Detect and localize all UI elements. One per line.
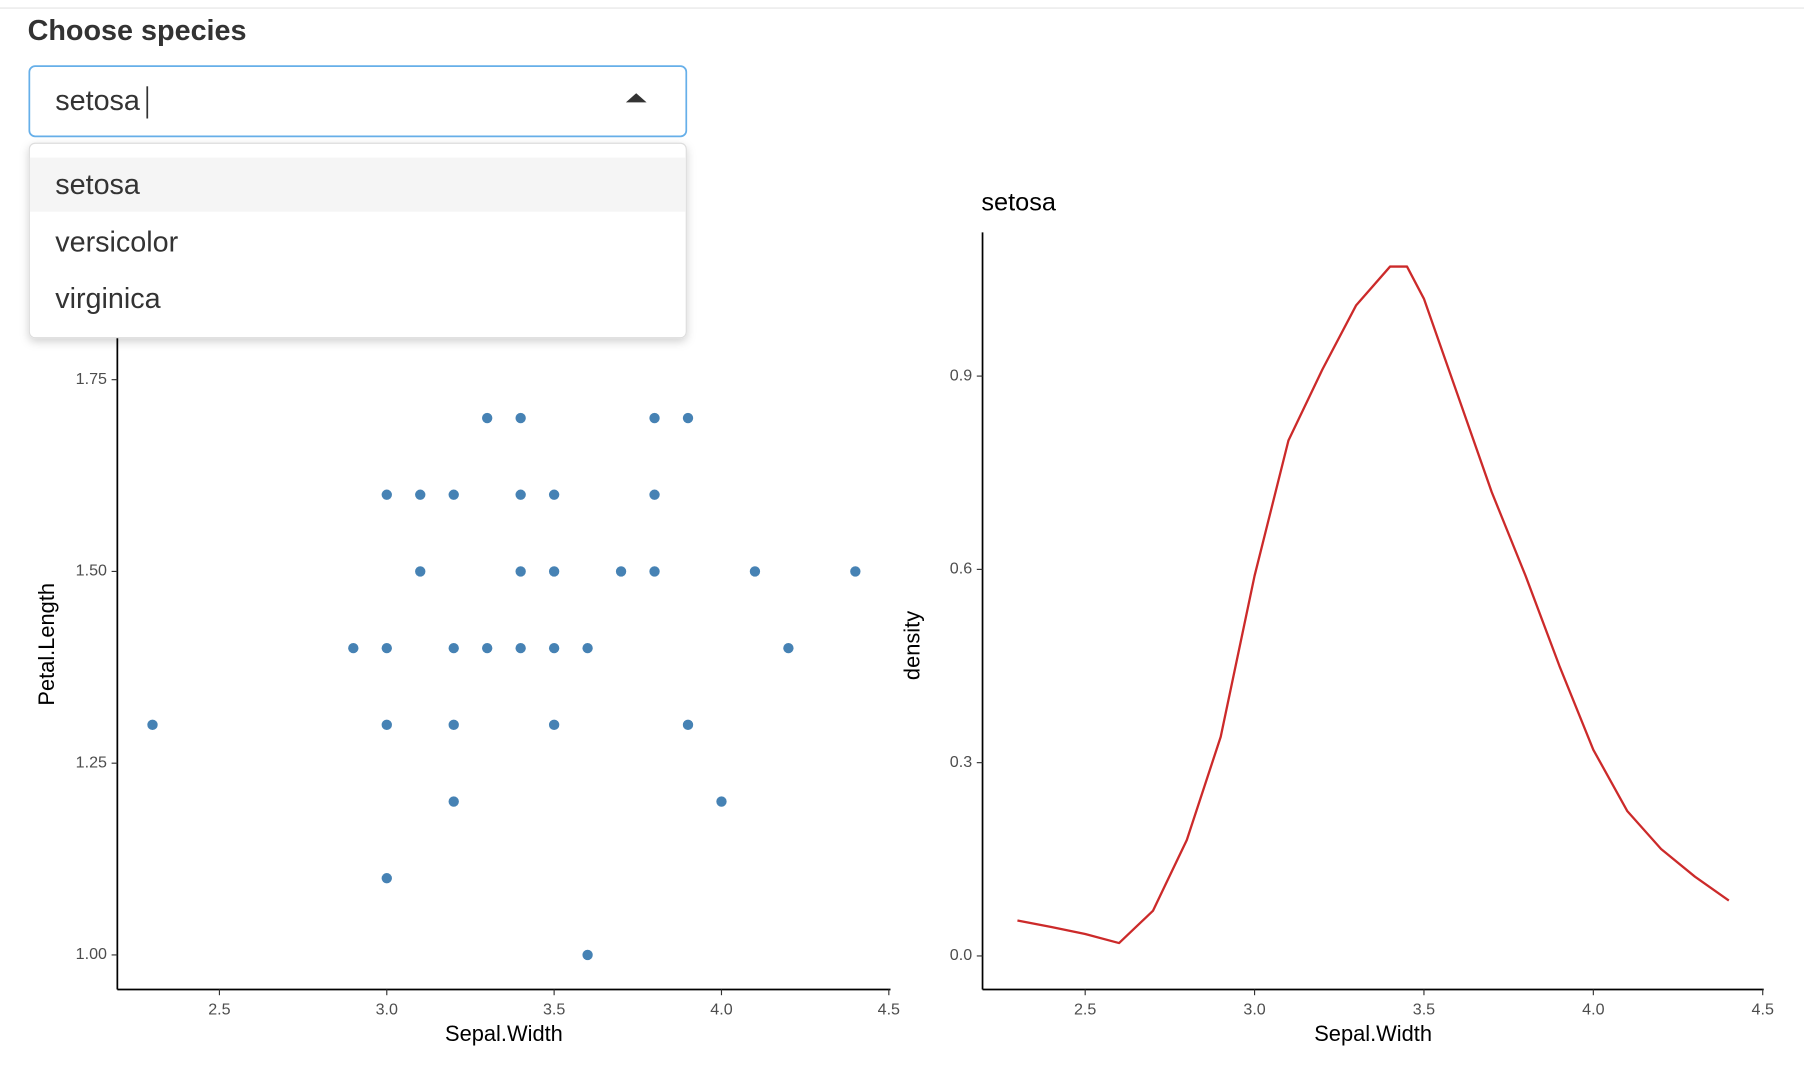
point [548, 642, 560, 654]
option[interactable]: setosa [55, 169, 140, 201]
option-highlight [29, 157, 686, 212]
point [448, 719, 459, 731]
option[interactable]: versicolor [55, 227, 178, 259]
point [749, 566, 761, 577]
y-tick-label: 0.3 [950, 753, 972, 771]
point [482, 642, 493, 654]
y-tick-label: 1.75 [76, 370, 107, 388]
point [448, 796, 459, 807]
point [448, 642, 459, 654]
point [548, 719, 560, 731]
density-line [1017, 265, 1730, 945]
select-box[interactable] [28, 65, 688, 138]
point [582, 642, 593, 654]
point [615, 566, 627, 577]
point [582, 949, 593, 961]
x-tick-label: 3.5 [1413, 1000, 1435, 1018]
x-tick-label: 4.5 [878, 1000, 900, 1018]
dropdown-menu: setosa versicolor virginica [28, 142, 687, 339]
option[interactable]: virginica [55, 283, 160, 315]
point [548, 566, 560, 577]
dropdown-arrow[interactable] [625, 93, 647, 103]
point [649, 412, 660, 424]
y-tick-label: 1.50 [76, 562, 107, 580]
point [649, 489, 660, 500]
select-value[interactable]: setosa [55, 85, 140, 117]
point [682, 719, 694, 731]
point [515, 642, 526, 654]
y-tick-label: 1.25 [76, 753, 107, 771]
point [381, 873, 392, 884]
point [381, 719, 392, 731]
point [850, 566, 861, 577]
y-tick-label: 1.00 [76, 945, 107, 963]
x-tick-label: 2.5 [1074, 1000, 1096, 1018]
point [649, 566, 660, 577]
point [716, 796, 727, 807]
x-tick-label: 2.5 [208, 1000, 230, 1018]
point [381, 642, 392, 654]
point [415, 489, 426, 500]
x-tick-label: 3.5 [543, 1000, 565, 1018]
point [415, 566, 426, 577]
x-axis-title: Sepal.Width [445, 1021, 563, 1046]
point [515, 566, 526, 577]
y-axis-title: Petal.Length [34, 583, 59, 706]
point [482, 412, 493, 424]
y-tick-label: 0.0 [950, 946, 972, 964]
point [515, 412, 526, 424]
x-tick-label: 4.0 [1582, 1000, 1604, 1018]
point [448, 489, 459, 500]
point [548, 489, 560, 500]
point [381, 489, 392, 500]
point [147, 719, 158, 731]
point [783, 642, 794, 654]
y-tick-label: 0.6 [950, 560, 972, 578]
x-tick-label: 4.5 [1752, 1000, 1774, 1018]
charts: 2.5 3.0 3.5 4.0 4.5 1.00 1.25 1.50 1.75 Sepal.Wid… [34, 188, 1774, 1046]
x-tick-label: 4.0 [710, 1000, 732, 1018]
chart-title: setosa [981, 188, 1056, 216]
x-tick-label: 3.0 [376, 1000, 398, 1018]
y-tick-label: 0.9 [950, 366, 972, 384]
point [682, 412, 694, 424]
x-tick-label: 3.0 [1243, 1000, 1265, 1018]
point [515, 489, 526, 500]
y-axis-title: density [899, 611, 924, 680]
x-axis-title: Sepal.Width [1314, 1021, 1432, 1046]
point [348, 642, 359, 654]
select[interactable]: setosa [28, 65, 688, 138]
input-label: Choose species [28, 15, 247, 47]
